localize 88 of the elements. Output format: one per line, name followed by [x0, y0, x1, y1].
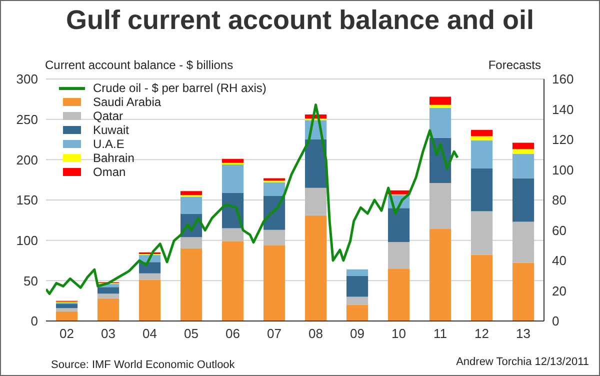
- y-tick-label: 0: [30, 314, 38, 329]
- bar: [346, 296, 368, 305]
- bar: [264, 245, 286, 321]
- x-tick-label: 03: [101, 326, 116, 342]
- y2-tick-label: 120: [552, 132, 574, 148]
- bar: [98, 294, 120, 298]
- bar: [180, 191, 202, 196]
- bar: [56, 308, 78, 312]
- bar: [139, 280, 161, 321]
- x-tick-label: 11: [434, 326, 447, 342]
- y2-tick-label: 160: [552, 72, 574, 87]
- bar: [430, 96, 452, 105]
- x-tick-label: 10: [392, 326, 406, 342]
- legend-label: Bahrain: [93, 151, 134, 165]
- text: Andrew Torchia 12/13/2011: [456, 356, 589, 368]
- bar: [512, 149, 534, 154]
- text: Forecasts: [488, 58, 541, 72]
- bar: [388, 268, 410, 321]
- bar: [471, 211, 493, 255]
- bar: [430, 104, 452, 108]
- y2-tick-label: 0: [552, 314, 560, 329]
- legend-label: Saudi Arabia: [93, 95, 162, 109]
- bar: [512, 222, 534, 263]
- bar: [139, 273, 161, 280]
- bar: [471, 254, 493, 321]
- y-tick-label: 250: [16, 112, 38, 127]
- legend-label: U.A.E: [93, 137, 124, 151]
- legend-label: Crude oil - $ per barrel (RH axis): [93, 81, 266, 95]
- bar: [388, 242, 410, 269]
- y-axis-title: Current account balance - $ billions: [45, 58, 234, 72]
- bar: [512, 262, 534, 321]
- x-tick-label: 08: [308, 326, 323, 342]
- bar: [305, 215, 327, 321]
- bar: [222, 158, 244, 163]
- bar: [180, 248, 202, 321]
- bar: [346, 276, 368, 297]
- bar: [471, 130, 493, 136]
- bar: [264, 230, 286, 246]
- y-tick-label: 150: [16, 192, 38, 208]
- bar: [222, 228, 244, 242]
- bar: [98, 287, 120, 294]
- x-tick-label: 06: [226, 326, 240, 342]
- legend-label: Oman: [93, 165, 126, 179]
- x-tick-label: 13: [516, 326, 530, 342]
- chart-title: Gulf current account balance and oil: [64, 5, 536, 36]
- legend-label: Kuwait: [93, 123, 130, 137]
- x-tick-label: 09: [350, 326, 364, 342]
- bar: [388, 208, 410, 242]
- bar: [264, 178, 286, 181]
- bar: [512, 178, 534, 222]
- y2-tick-label: 140: [552, 102, 574, 117]
- bar: [346, 269, 368, 276]
- bar: [222, 164, 244, 193]
- y2-tick-label: 60: [552, 222, 566, 238]
- bar: [471, 168, 493, 212]
- bar: [264, 182, 286, 196]
- x-tick-label: 04: [142, 326, 157, 342]
- bar: [222, 241, 244, 321]
- bar: [139, 262, 161, 274]
- x-tick-label: 12: [474, 326, 489, 342]
- y2-tick-label: 100: [552, 162, 574, 178]
- bar: [56, 304, 78, 308]
- x-tick-label: 02: [60, 326, 74, 342]
- bar: [305, 140, 327, 188]
- bar: [430, 229, 452, 321]
- bar: [180, 237, 202, 248]
- y2-tick-label: 80: [552, 192, 566, 208]
- source-note: Source: IMF World Economic Outlook: [51, 359, 235, 371]
- y-tick-label: 50: [24, 273, 38, 288]
- legend-label: Qatar: [93, 109, 124, 123]
- bar: [512, 142, 534, 150]
- bar: [471, 140, 493, 169]
- bar: [180, 196, 202, 214]
- bar: [430, 183, 452, 230]
- bar: [56, 311, 78, 321]
- bar: [346, 304, 368, 321]
- y2-tick-label: 40: [552, 253, 566, 268]
- y2-tick-label: 20: [552, 283, 566, 298]
- bar: [471, 136, 493, 140]
- bar: [512, 154, 534, 178]
- y-tick-label: 300: [16, 72, 38, 87]
- bar: [430, 108, 452, 138]
- y-tick-label: 200: [16, 152, 38, 168]
- x-tick-label: 05: [184, 326, 198, 342]
- y-tick-label: 100: [16, 232, 38, 248]
- x-tick-label: 07: [267, 326, 282, 342]
- bar: [305, 188, 327, 216]
- bar: [98, 298, 120, 321]
